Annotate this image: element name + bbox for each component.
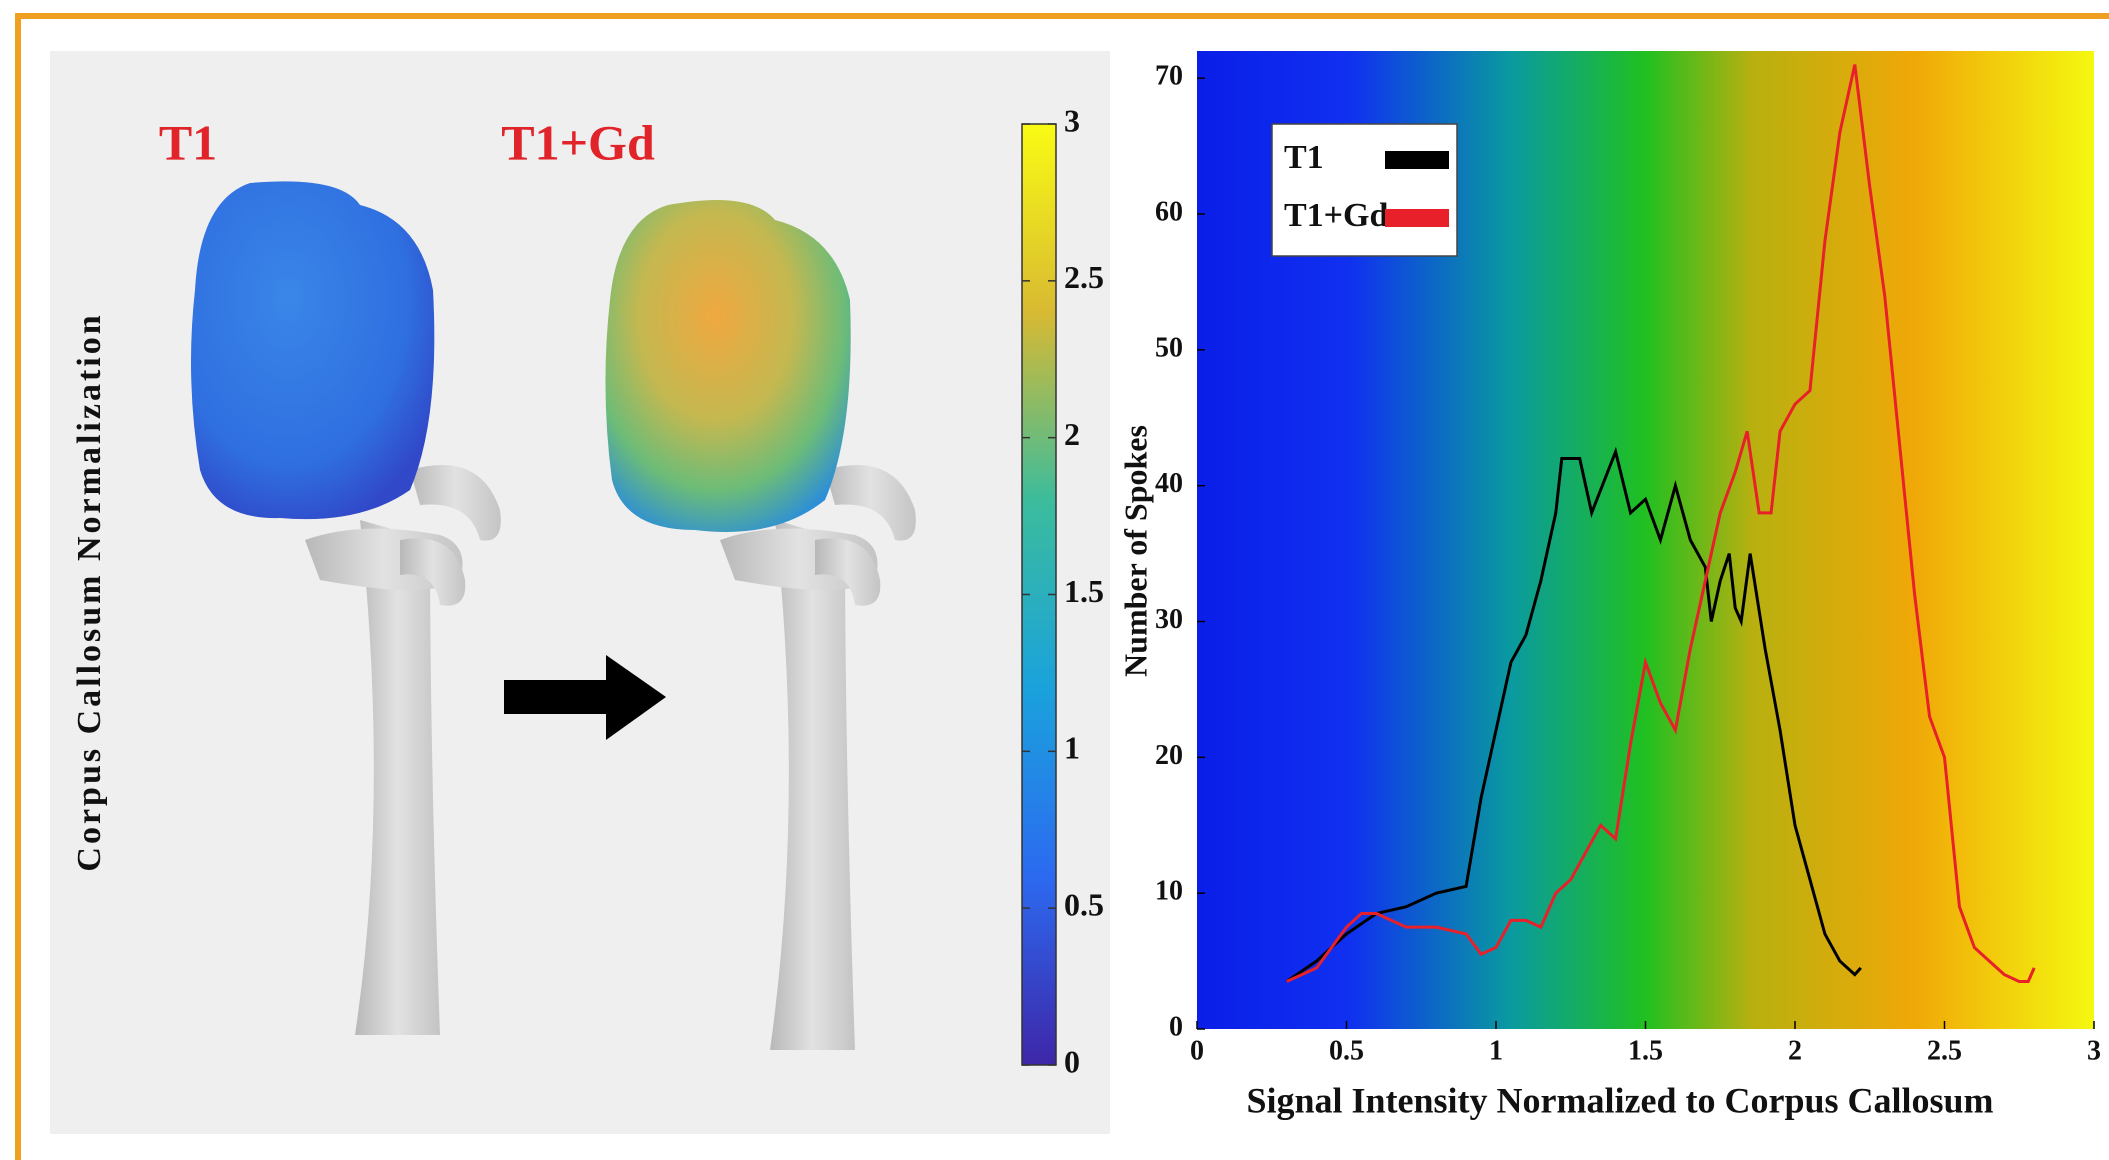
- x-axis-label: Signal Intensity Normalized to Corpus Ca…: [1246, 1080, 1993, 1120]
- y-tick-label: 0: [1064, 1043, 1080, 1079]
- left-panel: [50, 51, 1110, 1134]
- x-tick-label: 0: [1190, 1035, 1204, 1066]
- annotation: T1+Gd: [501, 114, 655, 170]
- y-tick-label: 3: [1064, 102, 1080, 138]
- legend-label: T1+Gd: [1284, 197, 1388, 234]
- y-tick-label: 20: [1155, 740, 1183, 771]
- legend-label: T1: [1284, 139, 1324, 176]
- y-tick-label: 60: [1155, 196, 1183, 227]
- legend: T1 T1+Gd: [1272, 124, 1457, 256]
- x-tick-label: 2.5: [1927, 1035, 1962, 1066]
- y-tick-label: 1: [1064, 730, 1080, 766]
- y-tick-label: 70: [1155, 61, 1183, 92]
- x-tick-label: 2: [1788, 1035, 1802, 1066]
- y-axis-label: Number of Spokes: [1117, 425, 1153, 677]
- annotation: T1: [159, 114, 217, 170]
- y-tick-label: 30: [1155, 604, 1183, 635]
- x-tick-label: 0.5: [1329, 1035, 1364, 1066]
- y-tick-label: 0: [1169, 1011, 1183, 1042]
- page: {"chart_data": [ {"type": "colorbar", "y…: [0, 0, 2109, 1160]
- y-axis-label: Corpus Callosum Normalization: [71, 312, 108, 871]
- y-tick-label: 40: [1155, 468, 1183, 499]
- figure: Corpus Callosum Normalization T1 T1+Gd S…: [0, 0, 2109, 1160]
- y-tick-label: 2.5: [1064, 259, 1104, 295]
- y-tick-label: 2: [1064, 416, 1080, 452]
- y-tick-label: 10: [1155, 876, 1183, 907]
- y-tick-label: 0.5: [1064, 887, 1104, 923]
- x-tick-label: 3: [2087, 1035, 2101, 1066]
- y-tick-label: 50: [1155, 332, 1183, 363]
- x-tick-label: 1: [1489, 1035, 1503, 1066]
- y-tick-label: 1.5: [1064, 573, 1104, 609]
- x-tick-label: 1.5: [1628, 1035, 1663, 1066]
